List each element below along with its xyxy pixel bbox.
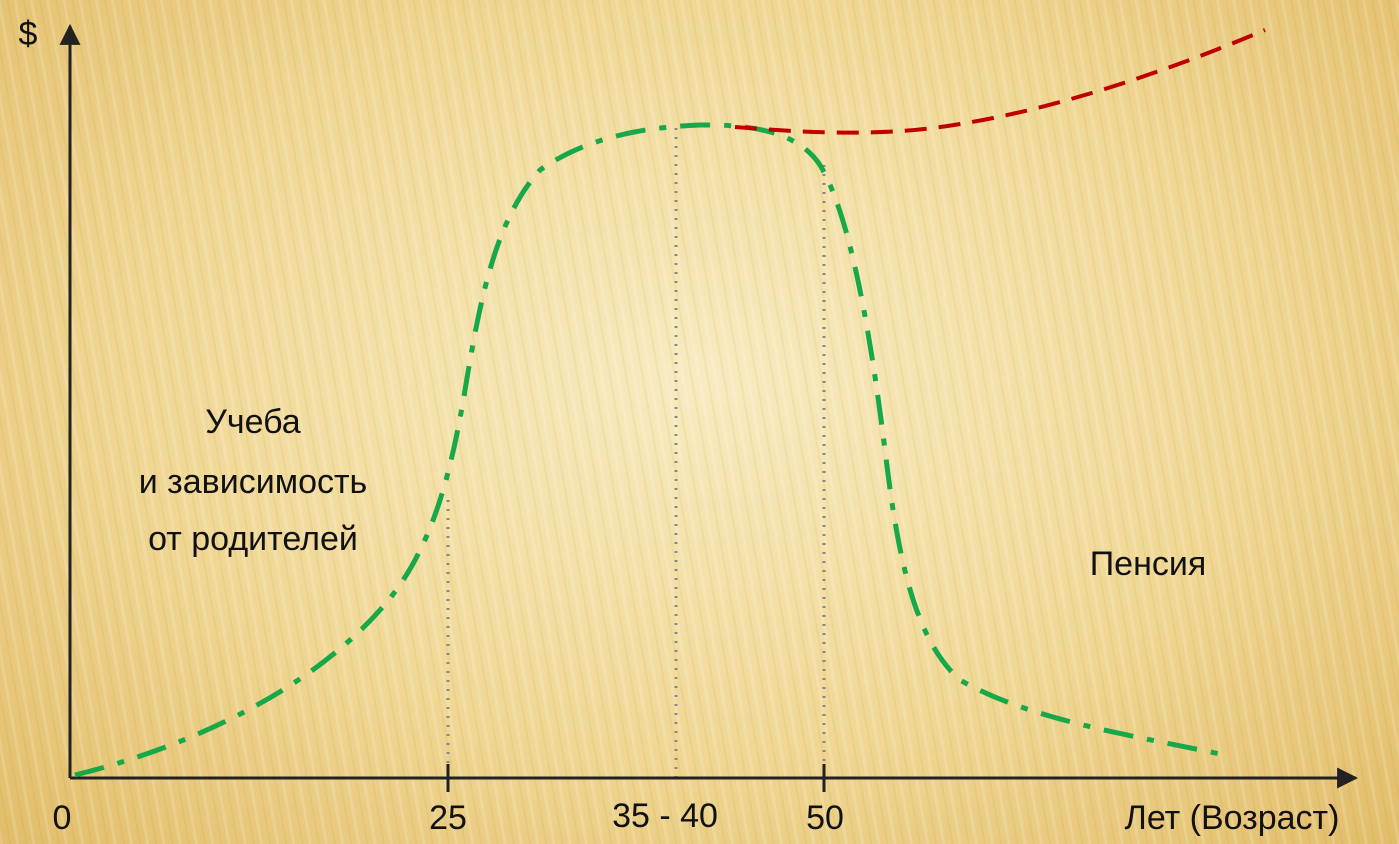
region-label: Учеба (205, 403, 301, 441)
x-axis-label: Лет (Возраст) (1125, 799, 1340, 837)
guides (446, 128, 826, 778)
region-label: от родителей (148, 520, 358, 558)
region-label: Пенсия (1090, 545, 1207, 583)
pension-curve (734, 28, 1266, 135)
x-tick-label: 35 - 40 (612, 797, 718, 835)
y-axis-label: $ (19, 15, 38, 53)
income-curve (74, 122, 1226, 778)
x-tick-label: 50 (806, 799, 844, 837)
x-tick-label: 0 (53, 799, 72, 837)
x-tick-label: 25 (429, 799, 467, 837)
region-label: и зависимость (139, 463, 368, 501)
